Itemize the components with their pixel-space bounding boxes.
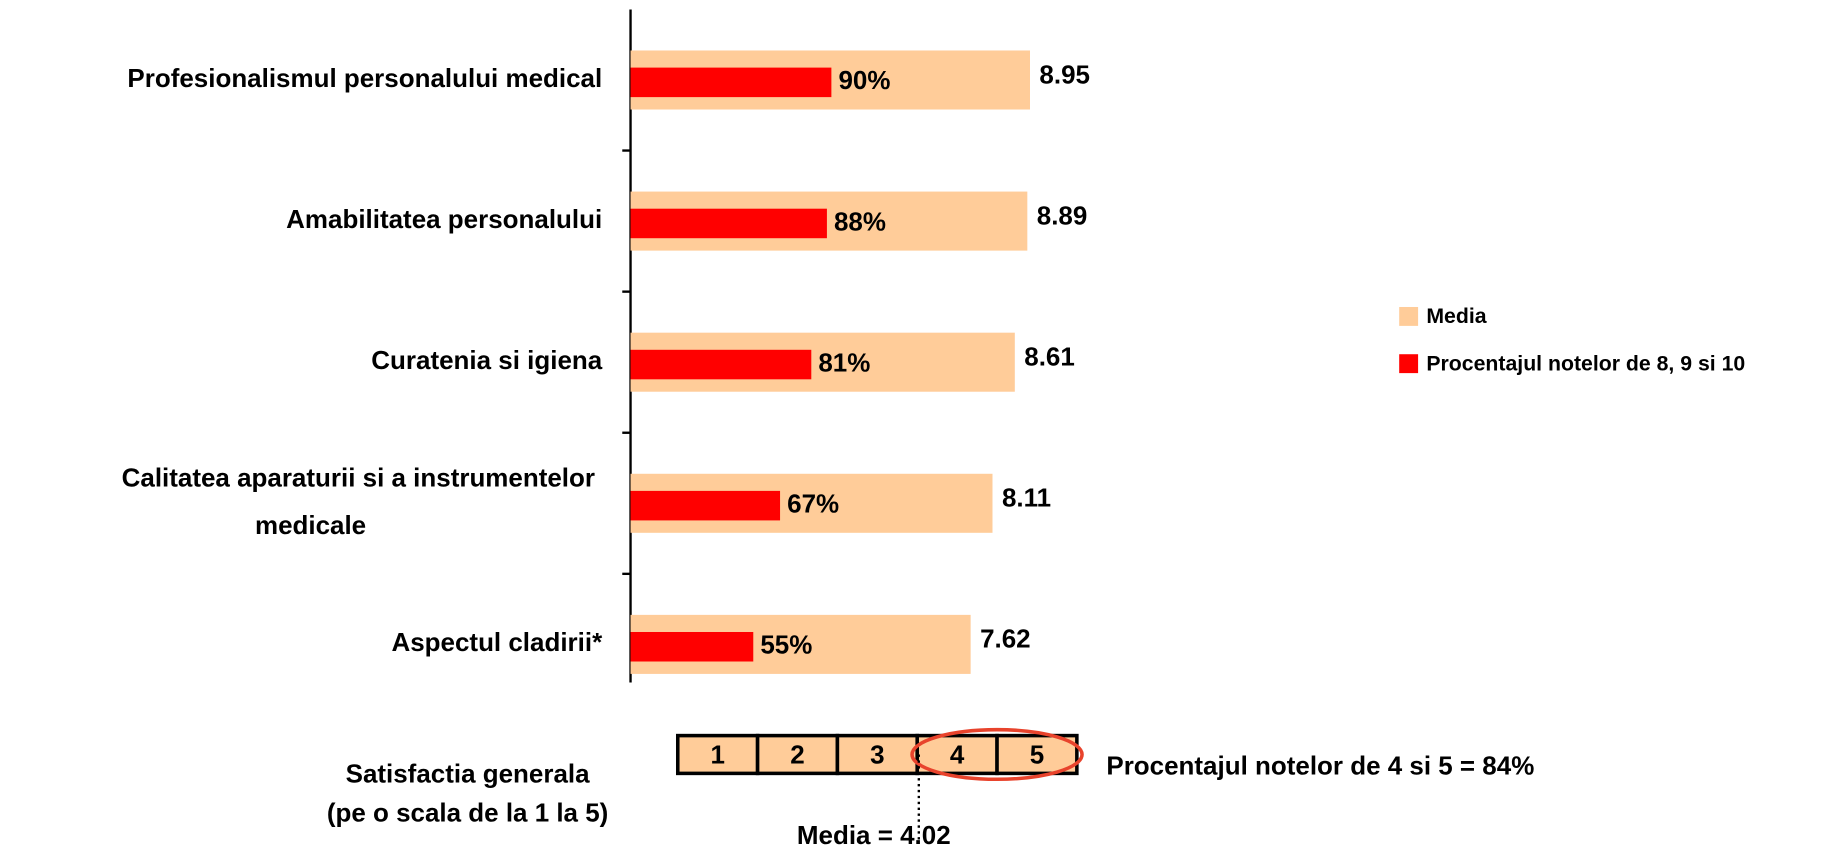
scale-label: 2 <box>790 740 804 770</box>
value-label: 67% <box>787 489 839 519</box>
value-label: 7.62 <box>980 624 1031 654</box>
value-label: 55% <box>760 630 812 660</box>
scale-box <box>675 733 760 776</box>
legend-label: Procentajul notelor de 8, 9 si 10 <box>1426 351 1745 375</box>
scale-label: 4 <box>950 740 965 770</box>
bar <box>630 631 754 662</box>
value-label: 8.61 <box>1024 342 1075 372</box>
value-label: 8.11 <box>1002 483 1051 513</box>
category-label: Aspectul cladirii* <box>391 627 603 657</box>
scale-label: 5 <box>1030 740 1044 770</box>
category-label: Curatenia si igiena <box>371 345 602 375</box>
scale-label: 1 <box>710 740 724 770</box>
legend-label: Media <box>1426 304 1486 328</box>
legend-swatch <box>1399 354 1419 374</box>
category-label: Calitatea aparaturii si a instrumentelor… <box>122 463 603 540</box>
bar <box>630 208 827 239</box>
scale-box <box>755 733 840 776</box>
value-label: 8.95 <box>1039 59 1090 89</box>
category-label: Amabilitatea personalului <box>286 204 602 234</box>
top-box-label: Procentajul notelor de 4 si 5 = 84% <box>1106 750 1534 780</box>
satisfaction-label: Satisfactia generala <box>346 759 590 789</box>
mean-label: Media = 4.02 <box>797 820 951 846</box>
value-label: 81% <box>818 347 870 377</box>
category-label: Profesionalismul personalului medical <box>127 63 602 93</box>
scale-label: 3 <box>870 740 884 770</box>
legend-swatch <box>1399 306 1419 326</box>
scale-box <box>835 733 919 776</box>
bar <box>630 490 781 521</box>
value-label: 8.89 <box>1037 200 1088 230</box>
satisfaction-sublabel: (pe o scala de la 1 la 5) <box>327 798 608 828</box>
scale-box <box>995 733 1079 776</box>
value-label: 90% <box>838 65 890 95</box>
bar <box>630 67 832 98</box>
value-label: 88% <box>834 206 886 236</box>
highlight-ellipse <box>910 727 1084 782</box>
bar <box>630 349 812 380</box>
